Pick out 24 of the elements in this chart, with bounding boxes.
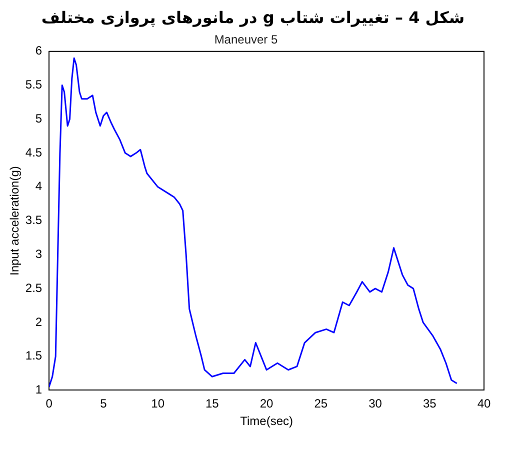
- y-axis-title: Input acceleration(g): [8, 166, 22, 276]
- x-tick-label: 30: [368, 396, 382, 411]
- x-tick-label: 5: [100, 396, 108, 411]
- x-tick-label: 10: [151, 396, 165, 411]
- y-tick-label: 1.5: [25, 348, 42, 363]
- y-tick-label: 1: [35, 382, 42, 397]
- y-tick-label: 2: [35, 314, 42, 329]
- x-axis-title: Time(sec): [240, 414, 293, 428]
- x-tick-label: 25: [314, 396, 328, 411]
- y-tick-label: 5: [35, 111, 42, 126]
- chart-title: شکل 4 – تغییرات شتاب g در مانورهای پروازی مختلف: [40, 8, 466, 27]
- x-tick-label: 20: [260, 396, 274, 411]
- x-tick-label: 0: [46, 396, 53, 411]
- x-tick-label: 35: [422, 396, 437, 411]
- x-tick-label: 40: [477, 396, 491, 411]
- y-tick-label: 5.5: [25, 78, 42, 92]
- y-tick-label: 6: [35, 44, 42, 58]
- x-tick-label: 15: [205, 396, 220, 411]
- y-tick-label: 4: [35, 179, 42, 194]
- y-tick-label: 3.5: [25, 213, 42, 228]
- y-tick-label: 2.5: [25, 280, 42, 295]
- y-tick-label: 3: [35, 246, 42, 261]
- y-tick-label: 4.5: [25, 145, 42, 160]
- chart-subtitle: Maneuver 5: [214, 32, 278, 47]
